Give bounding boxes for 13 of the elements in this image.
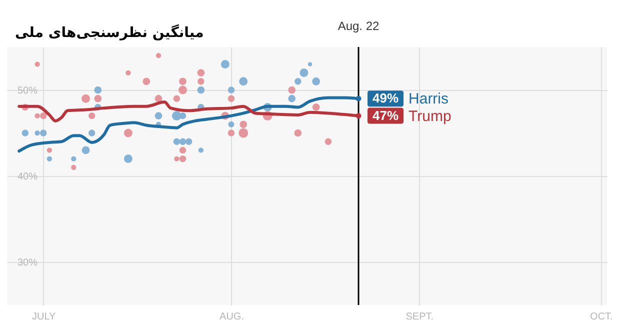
- legend-label: Trump: [408, 108, 452, 125]
- x-tick-label: OCT.: [590, 312, 613, 322]
- annotation: 47%: [372, 108, 399, 123]
- y-tick-label: 30%: [18, 258, 38, 268]
- x-tick-label: JULY: [32, 312, 56, 322]
- x-tick-label: AUG.: [220, 312, 244, 322]
- y-tick-label: 40%: [18, 172, 38, 182]
- annotation: 49%: [372, 90, 399, 106]
- x-tick-label: SEPT.: [406, 312, 434, 322]
- ref-line-label: Aug. 22: [338, 19, 380, 33]
- legend-label: Harris: [408, 90, 449, 108]
- chart-title: میانگین نظرسنجی‌های ملی: [15, 24, 204, 41]
- y-tick-label: 50%: [18, 86, 38, 96]
